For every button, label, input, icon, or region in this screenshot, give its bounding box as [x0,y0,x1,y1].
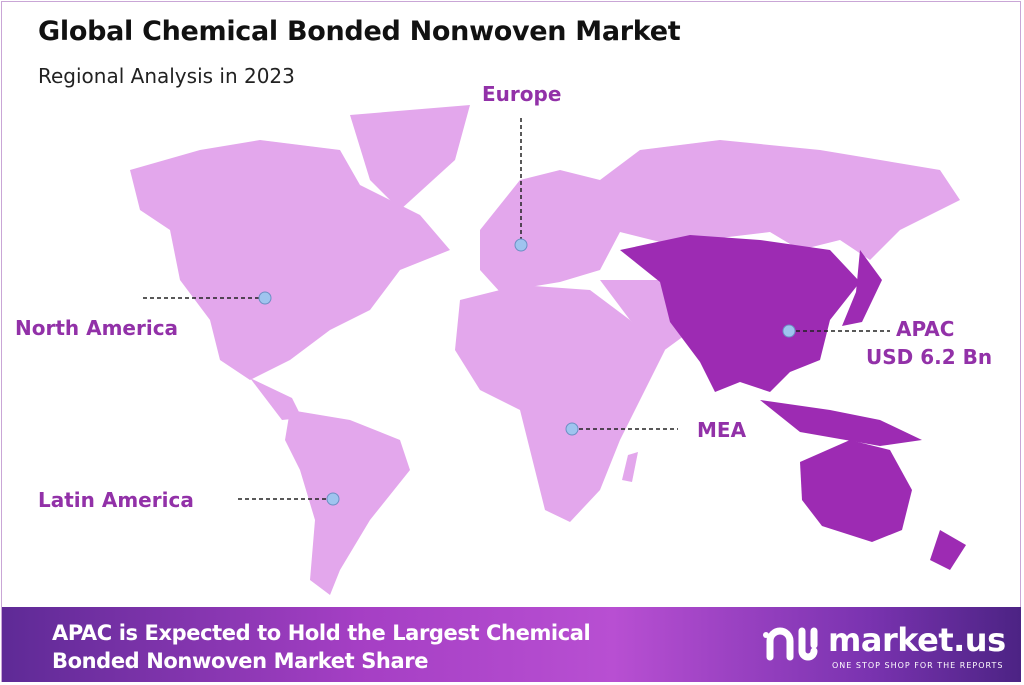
marker-mea [565,422,579,436]
apac-region [620,235,966,570]
footer-line-2: Bonded Nonwoven Market Share [52,649,429,673]
footer-banner: APAC is Expected to Hold the Largest Che… [2,607,1021,682]
logo-icon [763,627,818,661]
page-subtitle: Regional Analysis in 2023 [38,64,295,88]
africa [455,285,665,522]
japan [842,250,882,326]
marker-north-america [258,291,272,305]
market-us-logo: market.us ONE STOP SHOP FOR THE REPORTS [762,621,1006,671]
indonesia [760,400,922,446]
new-zealand [930,530,966,570]
marker-latin-america [326,492,340,506]
europe-russia [480,140,960,292]
south-america [285,410,410,595]
label-mea: MEA [697,418,747,442]
label-europe: Europe [482,82,562,106]
logo-name: market.us [828,621,1006,659]
page-title: Global Chemical Bonded Nonwoven Market [38,16,681,47]
footer-text: APAC is Expected to Hold the Largest Che… [52,619,591,675]
madagascar [622,452,638,482]
label-apac-value: USD 6.2 Bn [866,345,993,369]
marker-apac [782,324,796,338]
australia [800,440,912,542]
label-apac: APAC [896,317,955,341]
north-america [130,140,450,380]
label-north-america: North America [15,316,179,340]
footer-line-1: APAC is Expected to Hold the Largest Che… [52,621,591,645]
marker-europe [514,238,528,252]
asia [620,235,860,392]
central-america [250,378,302,420]
label-latin-america: Latin America [38,488,194,512]
logo-tagline: ONE STOP SHOP FOR THE REPORTS [832,661,1004,670]
greenland [350,105,470,210]
